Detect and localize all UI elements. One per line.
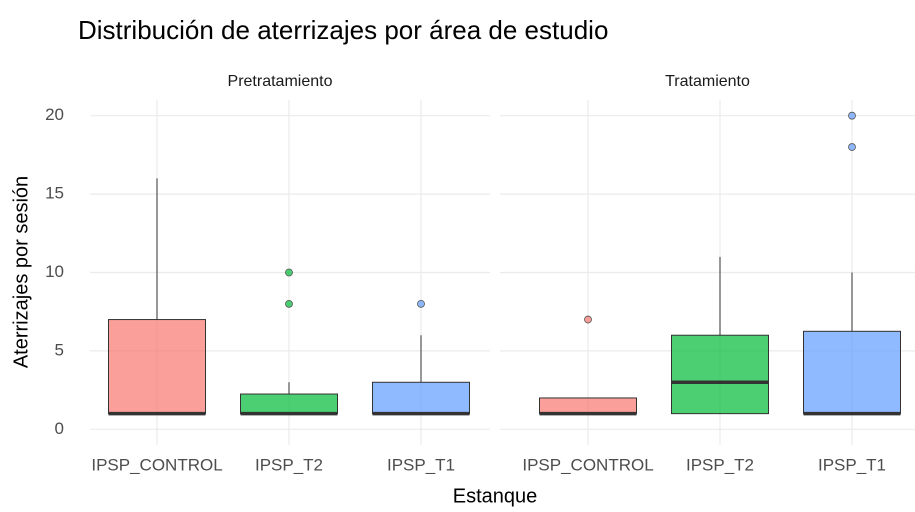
x-tick-label: IPSP_T1 bbox=[818, 455, 886, 474]
box bbox=[108, 319, 206, 415]
outlier bbox=[584, 315, 592, 324]
x-tick-label: IPSP_T2 bbox=[255, 455, 323, 474]
x-tick-label: IPSP_T2 bbox=[686, 455, 754, 474]
box bbox=[240, 393, 338, 415]
y-tick-label: 20 bbox=[45, 105, 64, 124]
outlier bbox=[848, 111, 856, 120]
y-tick-label: 15 bbox=[45, 184, 64, 203]
x-tick-label: IPSP_T1 bbox=[387, 455, 455, 474]
outlier bbox=[285, 299, 293, 308]
y-tick-label: 0 bbox=[55, 419, 64, 438]
chart-title: Distribución de aterrizajes por área de … bbox=[78, 15, 608, 45]
x-axis-label: Estanque bbox=[453, 485, 538, 507]
box bbox=[372, 381, 470, 415]
y-tick-label: 5 bbox=[55, 340, 64, 359]
y-tick-label: 10 bbox=[45, 262, 64, 281]
x-tick-label: IPSP_CONTROL bbox=[522, 455, 653, 474]
box bbox=[803, 330, 901, 415]
outlier bbox=[417, 299, 425, 308]
outlier bbox=[285, 268, 293, 277]
panel-title: Pretratamiento bbox=[228, 73, 333, 90]
box bbox=[671, 334, 769, 415]
box bbox=[539, 397, 637, 415]
outlier bbox=[848, 143, 856, 151]
y-axis-label: Aterrizajes por sesión bbox=[10, 176, 32, 368]
x-tick-label: IPSP_CONTROL bbox=[91, 455, 222, 474]
panel-title: Tratamiento bbox=[665, 73, 750, 90]
